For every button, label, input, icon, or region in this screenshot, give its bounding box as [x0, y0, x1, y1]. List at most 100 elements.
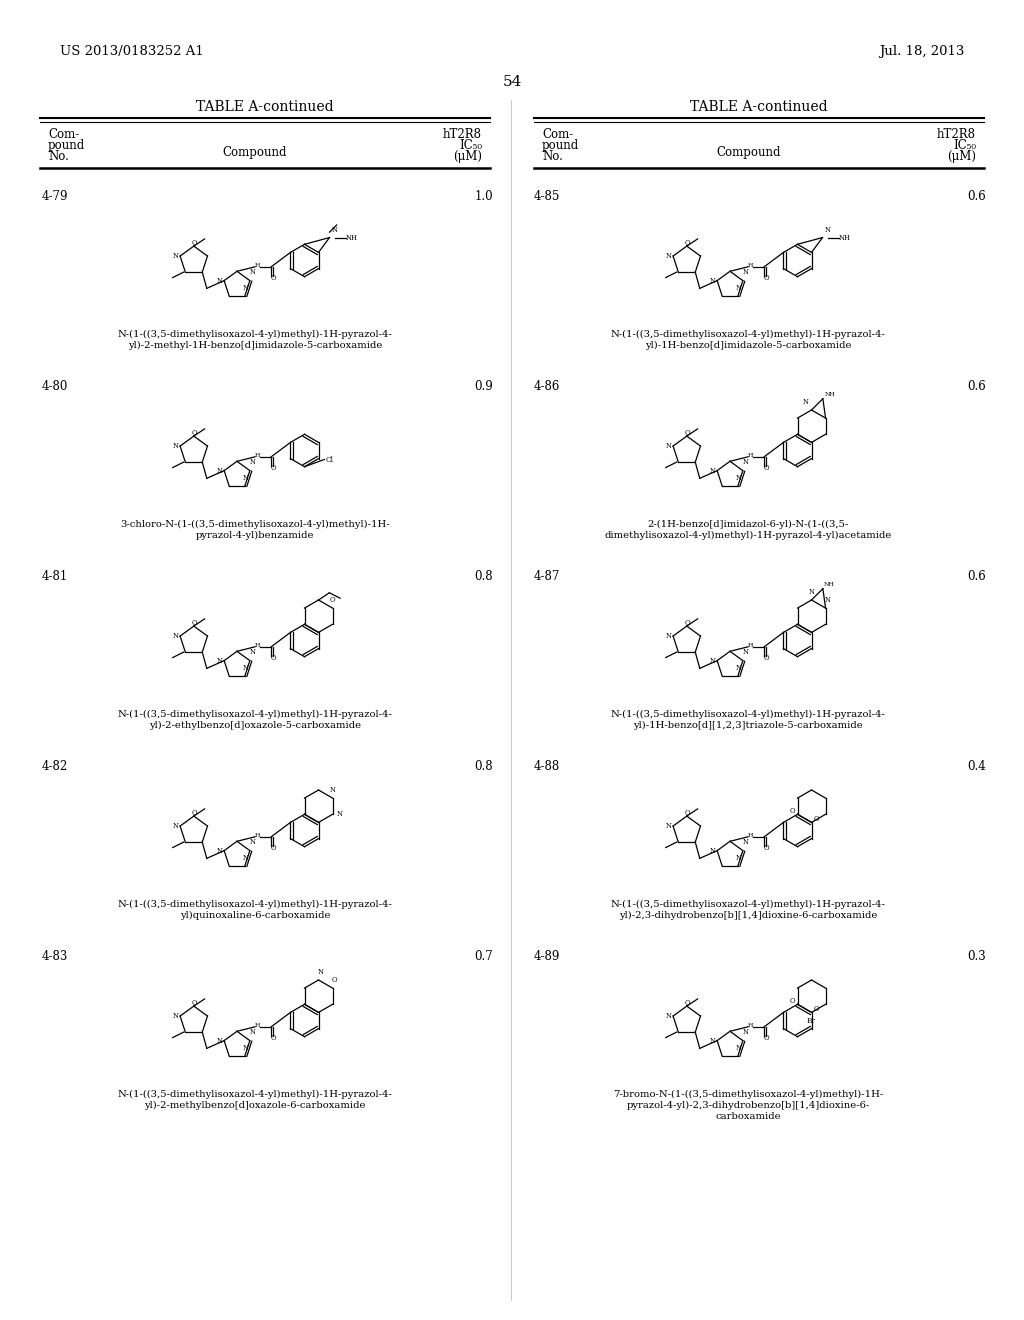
Text: N: N [743, 648, 749, 656]
Text: NH: NH [824, 582, 835, 586]
Text: TABLE A-continued: TABLE A-continued [197, 100, 334, 114]
Text: N: N [173, 822, 179, 830]
Text: hT2R8: hT2R8 [937, 128, 976, 141]
Text: H: H [748, 643, 754, 648]
Text: N: N [803, 399, 809, 407]
Text: O: O [191, 619, 198, 627]
Text: O: O [332, 975, 337, 985]
Text: H: H [255, 453, 260, 458]
Text: 0.6: 0.6 [968, 190, 986, 203]
Text: N-(1-((3,5-dimethylisoxazol-4-yl)methyl)-1H-pyrazol-4-: N-(1-((3,5-dimethylisoxazol-4-yl)methyl)… [118, 1090, 392, 1100]
Text: N: N [736, 854, 741, 862]
Text: O: O [763, 463, 769, 471]
Text: O: O [270, 273, 276, 281]
Text: yl)-2-methyl-1H-benzo[d]imidazole-5-carboxamide: yl)-2-methyl-1H-benzo[d]imidazole-5-carb… [128, 341, 382, 350]
Text: N: N [217, 467, 223, 475]
Text: N-(1-((3,5-dimethylisoxazol-4-yl)methyl)-1H-pyrazol-4-: N-(1-((3,5-dimethylisoxazol-4-yl)methyl)… [610, 330, 886, 339]
Text: 0.6: 0.6 [968, 380, 986, 393]
Text: N: N [736, 664, 741, 672]
Text: O: O [270, 843, 276, 851]
Text: pound: pound [542, 139, 580, 152]
Text: O: O [330, 597, 336, 605]
Text: N: N [217, 277, 223, 285]
Text: H: H [748, 263, 754, 268]
Text: N: N [711, 846, 716, 854]
Text: Compound: Compound [717, 147, 781, 158]
Text: O: O [763, 843, 769, 851]
Text: O: O [763, 653, 769, 661]
Text: 7-bromo-N-(1-((3,5-dimethylisoxazol-4-yl)methyl)-1H-: 7-bromo-N-(1-((3,5-dimethylisoxazol-4-yl… [613, 1090, 883, 1100]
Text: Cl: Cl [326, 455, 334, 463]
Text: O: O [790, 998, 796, 1006]
Text: N: N [250, 458, 256, 466]
Text: N: N [743, 838, 749, 846]
Text: yl)quinoxaline-6-carboxamide: yl)quinoxaline-6-carboxamide [180, 911, 331, 920]
Text: N: N [711, 467, 716, 475]
Text: yl)-1H-benzo[d][1,2,3]triazole-5-carboxamide: yl)-1H-benzo[d][1,2,3]triazole-5-carboxa… [633, 721, 863, 730]
Text: N-(1-((3,5-dimethylisoxazol-4-yl)methyl)-1H-pyrazol-4-: N-(1-((3,5-dimethylisoxazol-4-yl)methyl)… [118, 330, 392, 339]
Text: N: N [243, 1044, 249, 1052]
Text: 4-89: 4-89 [534, 950, 560, 964]
Text: 0.3: 0.3 [968, 950, 986, 964]
Text: N: N [173, 632, 179, 640]
Text: N: N [332, 226, 338, 234]
Text: O: O [191, 999, 198, 1007]
Text: No.: No. [48, 150, 69, 162]
Text: 4-83: 4-83 [42, 950, 69, 964]
Text: O: O [790, 808, 796, 816]
Text: 0.8: 0.8 [474, 760, 493, 774]
Text: N-(1-((3,5-dimethylisoxazol-4-yl)methyl)-1H-pyrazol-4-: N-(1-((3,5-dimethylisoxazol-4-yl)methyl)… [610, 710, 886, 719]
Text: H: H [255, 263, 260, 268]
Text: N: N [743, 458, 749, 466]
Text: N: N [711, 1036, 716, 1044]
Text: 4-86: 4-86 [534, 380, 560, 393]
Text: N: N [217, 846, 223, 854]
Text: N: N [250, 838, 256, 846]
Text: yl)-2-ethylbenzo[d]oxazole-5-carboxamide: yl)-2-ethylbenzo[d]oxazole-5-carboxamide [148, 721, 361, 730]
Text: 2-(1H-benzo[d]imidazol-6-yl)-N-(1-((3,5-: 2-(1H-benzo[d]imidazol-6-yl)-N-(1-((3,5- [647, 520, 849, 529]
Text: 4-82: 4-82 [42, 760, 69, 774]
Text: US 2013/0183252 A1: US 2013/0183252 A1 [60, 45, 204, 58]
Text: yl)-2,3-dihydrobenzo[b][1,4]dioxine-6-carboxamide: yl)-2,3-dihydrobenzo[b][1,4]dioxine-6-ca… [618, 911, 878, 920]
Text: H: H [255, 833, 260, 838]
Text: N: N [173, 1012, 179, 1020]
Text: pound: pound [48, 139, 85, 152]
Text: 0.6: 0.6 [968, 570, 986, 583]
Text: N: N [173, 442, 179, 450]
Text: yl)-1H-benzo[d]imidazole-5-carboxamide: yl)-1H-benzo[d]imidazole-5-carboxamide [645, 341, 851, 350]
Text: N: N [250, 1028, 256, 1036]
Text: O: O [270, 1034, 276, 1041]
Text: N: N [824, 226, 830, 234]
Text: 0.4: 0.4 [968, 760, 986, 774]
Text: N: N [243, 284, 249, 292]
Text: O: O [270, 653, 276, 661]
Text: N: N [809, 587, 814, 597]
Text: Com-: Com- [542, 128, 573, 141]
Text: N: N [217, 656, 223, 665]
Text: Com-: Com- [48, 128, 79, 141]
Text: pyrazol-4-yl)-2,3-dihydrobenzo[b][1,4]dioxine-6-: pyrazol-4-yl)-2,3-dihydrobenzo[b][1,4]di… [627, 1101, 869, 1110]
Text: 4-87: 4-87 [534, 570, 560, 583]
Text: N: N [736, 284, 741, 292]
Text: N: N [666, 442, 672, 450]
Text: N-(1-((3,5-dimethylisoxazol-4-yl)methyl)-1H-pyrazol-4-: N-(1-((3,5-dimethylisoxazol-4-yl)methyl)… [610, 900, 886, 909]
Text: IC₅₀: IC₅₀ [459, 139, 482, 152]
Text: No.: No. [542, 150, 563, 162]
Text: O: O [270, 463, 276, 471]
Text: H: H [748, 833, 754, 838]
Text: N: N [250, 648, 256, 656]
Text: N-(1-((3,5-dimethylisoxazol-4-yl)methyl)-1H-pyrazol-4-: N-(1-((3,5-dimethylisoxazol-4-yl)methyl)… [118, 710, 392, 719]
Text: N: N [243, 474, 249, 482]
Text: carboxamide: carboxamide [715, 1111, 781, 1121]
Text: Jul. 18, 2013: Jul. 18, 2013 [879, 45, 964, 58]
Text: 4-79: 4-79 [42, 190, 69, 203]
Text: N: N [711, 656, 716, 665]
Text: pyrazol-4-yl)benzamide: pyrazol-4-yl)benzamide [196, 531, 314, 540]
Text: O: O [685, 619, 690, 627]
Text: O: O [763, 1034, 769, 1041]
Text: O: O [685, 239, 690, 247]
Text: O: O [814, 816, 819, 824]
Text: H: H [255, 1023, 260, 1028]
Text: O: O [814, 1006, 819, 1014]
Text: N: N [173, 252, 179, 260]
